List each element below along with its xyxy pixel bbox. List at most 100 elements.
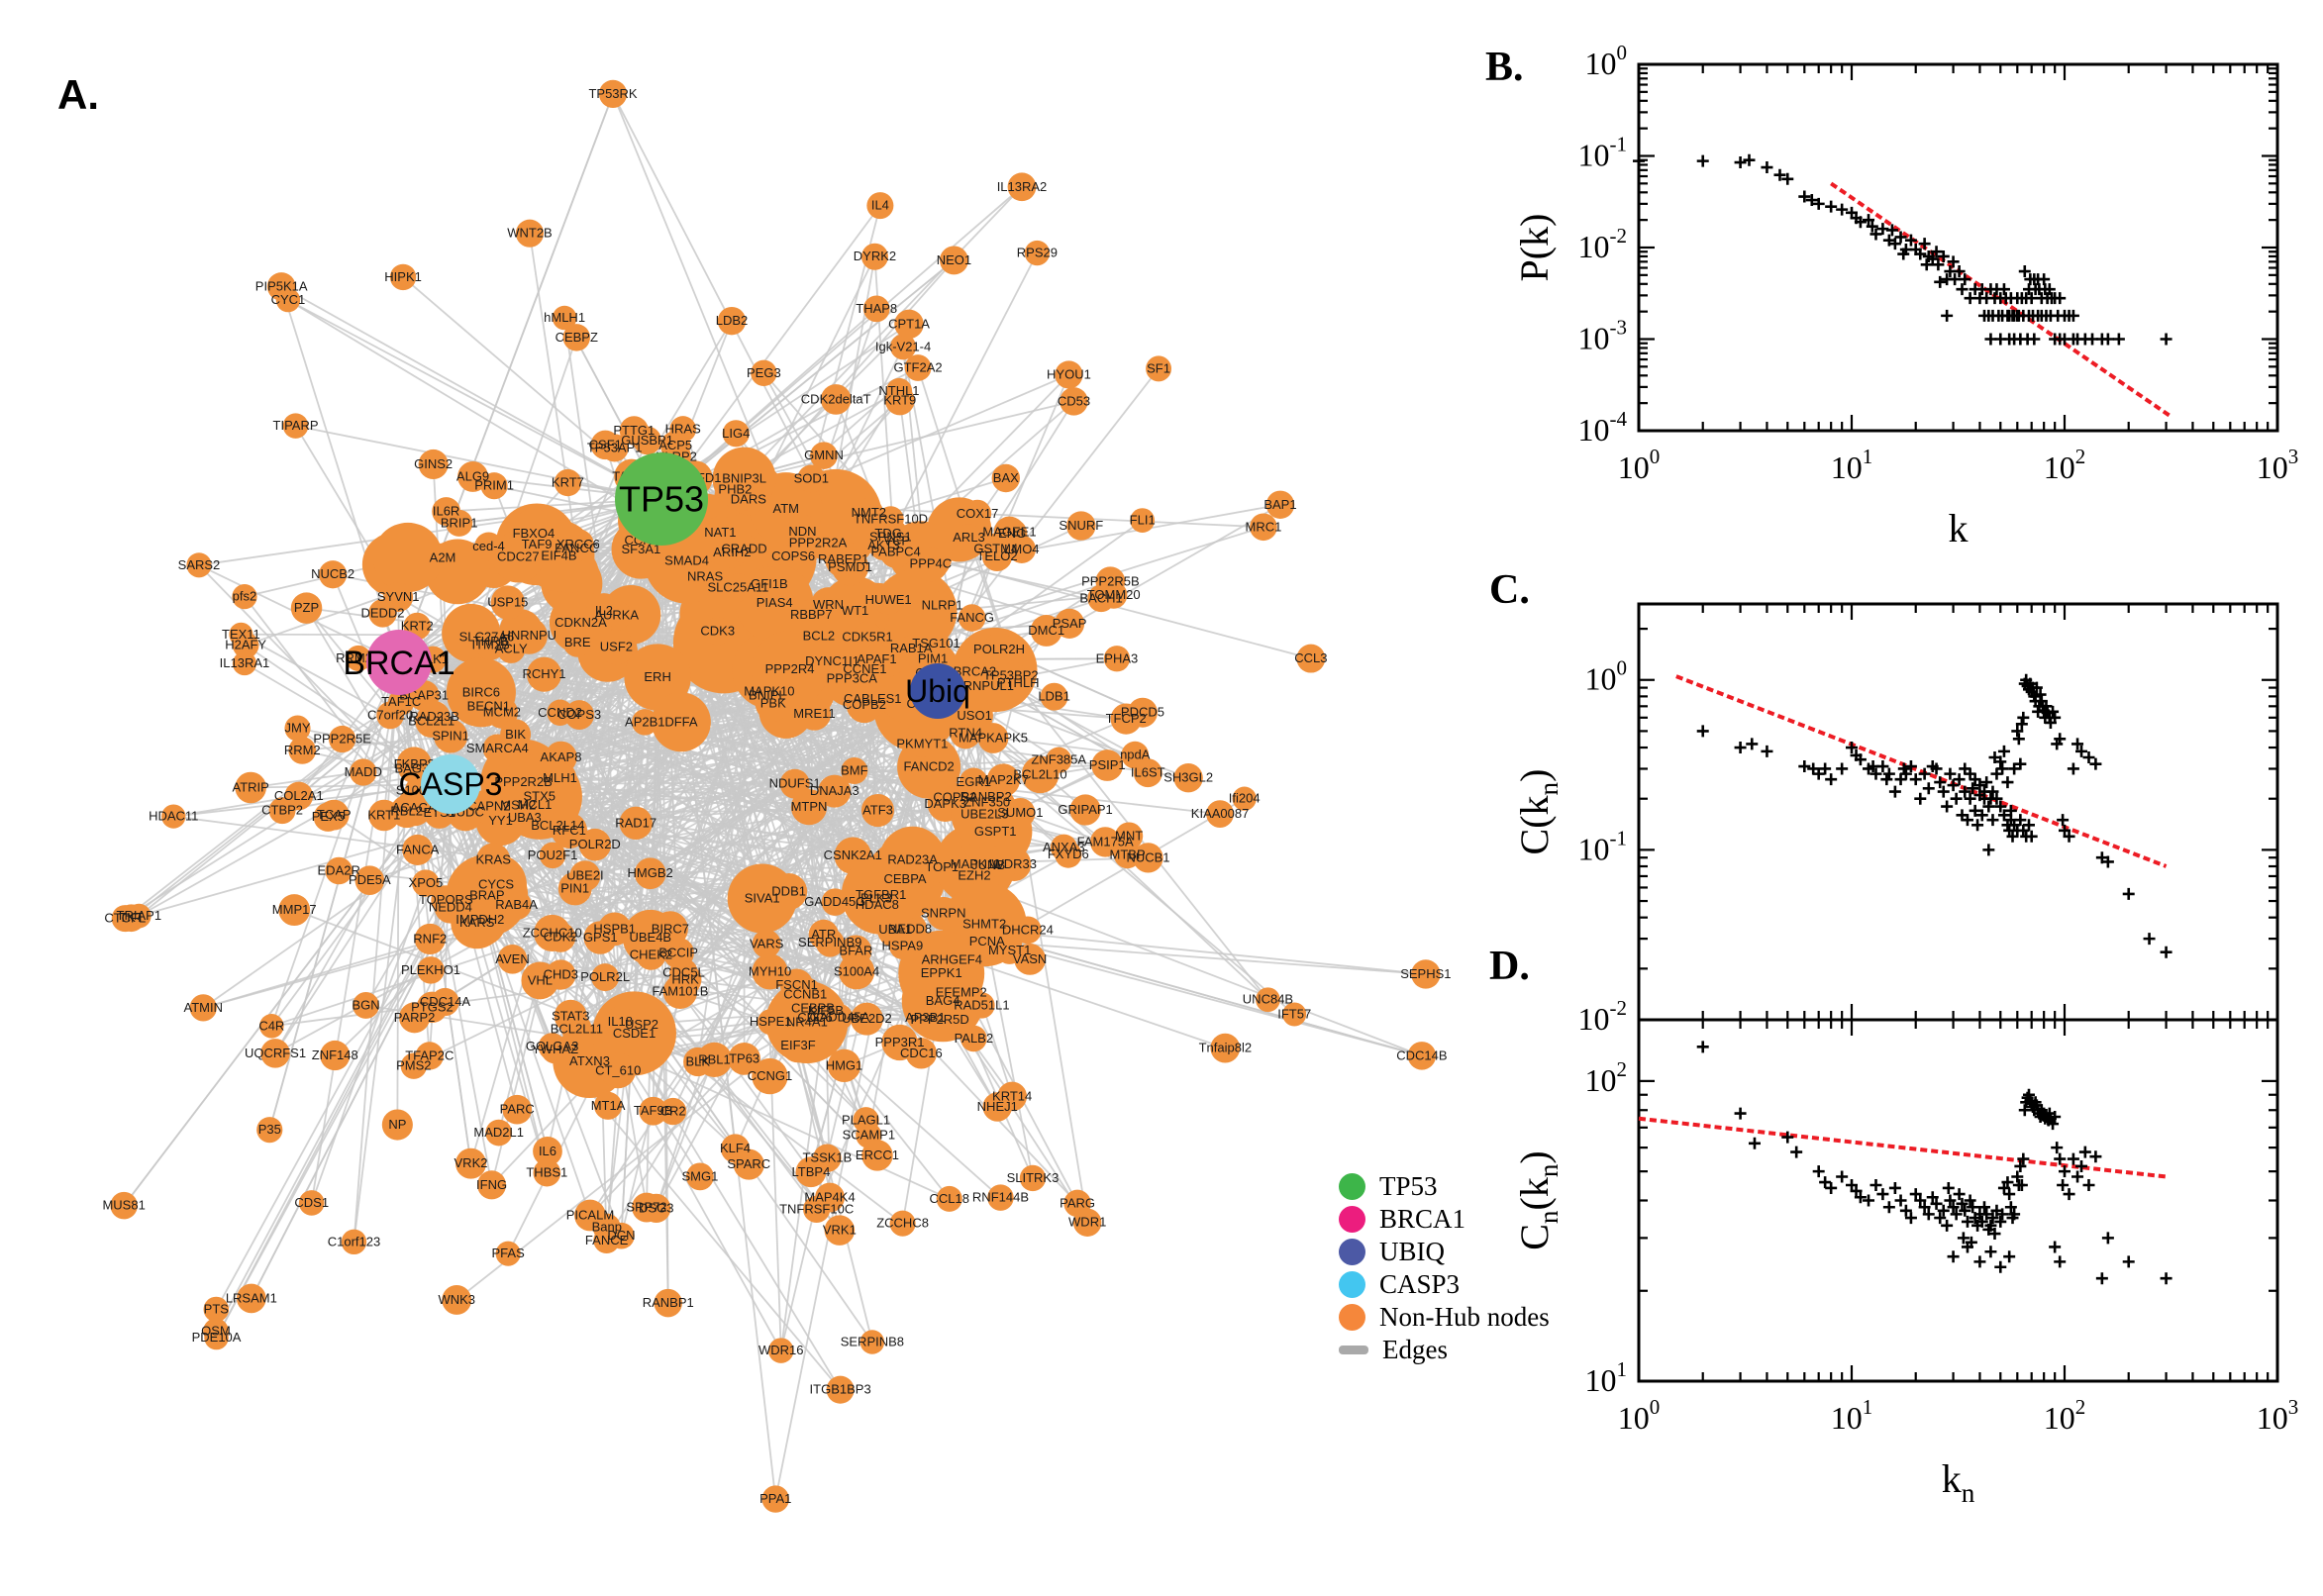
node-label: COPS6 (771, 549, 815, 563)
node-label: TDG (874, 526, 901, 541)
node-label: RANBP2 (960, 789, 1012, 804)
hub-node-tp53 (615, 452, 708, 546)
node-label: LDB1 (1038, 689, 1070, 704)
node-label: BIK (505, 727, 526, 742)
node-label: BIRC7 (652, 921, 689, 936)
network-node (866, 192, 894, 220)
node-label: VCP (883, 533, 910, 548)
network-node (722, 420, 750, 448)
network-node (688, 560, 722, 594)
network-node (1030, 614, 1062, 647)
node-label: MNT (1115, 829, 1143, 844)
node-label: NUCB1 (1126, 849, 1169, 864)
network-node (457, 461, 488, 492)
node-label: COX17 (957, 506, 999, 521)
node-label: Banp (592, 1220, 622, 1235)
node-label: PEG3 (747, 365, 781, 380)
node-label: NHEJ1 (977, 1099, 1018, 1114)
node-label: PALB2 (955, 1031, 994, 1046)
network-node (968, 992, 995, 1019)
node-label: SNRPN (921, 906, 966, 921)
node-label: npdA (1120, 748, 1151, 762)
legend-item-ubiq: UBIQ (1339, 1236, 1550, 1268)
node-label: WT1 (842, 603, 868, 618)
network-node (939, 246, 968, 275)
network-node (475, 630, 506, 660)
network-node (446, 854, 529, 937)
node-label: KRT1 (367, 808, 400, 823)
node-label: UBA1 (878, 922, 912, 937)
node-label: PZP (294, 600, 319, 615)
tick-label: 10-1 (1578, 133, 1628, 173)
network-node (593, 1091, 623, 1120)
network-node (477, 1170, 507, 1200)
network-node (1091, 749, 1124, 781)
node-label: NRAS (687, 569, 723, 584)
axis-label: P(k) (1512, 214, 1557, 282)
hub-node-ubiq (910, 663, 965, 719)
node-label: SHMT2 (962, 917, 1006, 932)
legend-item-label: UBIQ (1379, 1237, 1445, 1266)
node-label: UBE2L3 (960, 807, 1008, 822)
network-node (534, 914, 571, 952)
network-node (470, 788, 507, 825)
node-label: AP2B1 (625, 714, 664, 729)
node-label: RNF2 (413, 931, 447, 946)
node-label: DEDD2 (360, 605, 404, 620)
tick-label: 100 (1618, 445, 1661, 485)
network-node (905, 1038, 938, 1069)
node-label: SPARC (727, 1156, 770, 1171)
node-label: NTHL1 (878, 383, 919, 398)
network-node (1040, 682, 1068, 711)
network-node (1206, 800, 1234, 829)
legend-item-label: Non-Hub nodes (1379, 1302, 1550, 1332)
network-node (442, 1284, 472, 1315)
network-graph: USF2 MCM2 CDC6 COPS6 SNRPN BCCIP CCNB1 CDK3 CCND… (102, 79, 1452, 1513)
node-label: IFT57 (1277, 1007, 1311, 1022)
node-label: SUMO1 (997, 805, 1043, 820)
network-node (1072, 1208, 1102, 1237)
node-label: NEO1 (937, 252, 971, 267)
network-node (1069, 794, 1101, 826)
node-label: PPP3R1 (875, 1035, 925, 1049)
node-label: MAPK11 (951, 856, 1000, 871)
node-label: AKT3 (867, 538, 900, 552)
network-node (508, 509, 558, 559)
node-label: WDR33 (991, 856, 1037, 871)
network-node (958, 604, 986, 632)
node-label: TOMM20 (1087, 587, 1141, 602)
tick-label: 101 (1585, 1357, 1628, 1398)
node-label: CABLES1 (844, 691, 902, 706)
network-node (490, 585, 525, 620)
node-label: FANCC (555, 541, 598, 555)
node-label: WRN (813, 597, 844, 612)
tick-label: 10-4 (1578, 407, 1628, 448)
node-label: EIF3F (780, 1038, 815, 1052)
node-label: MYH10 (749, 963, 791, 978)
node-label: COL2A1 (274, 788, 324, 803)
node-label: FANCG (950, 610, 994, 625)
network-node (767, 1338, 794, 1363)
network-node (591, 963, 620, 992)
network-node (275, 287, 301, 313)
node-label: GFI1B (751, 576, 788, 591)
node-label: RPS29 (1017, 246, 1058, 260)
node-label: HMGB2 (628, 865, 673, 880)
node-label: RBBP7 (790, 607, 833, 622)
network-node (578, 828, 612, 861)
network-node (904, 354, 932, 381)
axis-label: k (1949, 506, 1969, 550)
node-label: KIF5B (808, 1003, 844, 1018)
network-node (290, 592, 323, 624)
node-label: PSAP (1053, 616, 1087, 631)
network-node (752, 1057, 788, 1095)
node-label: CDK5R1 (842, 630, 892, 645)
node-label: CDK3 (700, 623, 735, 638)
node-label: CPT1A (888, 316, 930, 331)
scatter-points (1696, 673, 2172, 958)
network-node (884, 385, 915, 416)
network-node (418, 449, 449, 480)
network-node (853, 1107, 879, 1134)
network-node (474, 532, 503, 561)
node-label: CCND2 (538, 705, 582, 720)
